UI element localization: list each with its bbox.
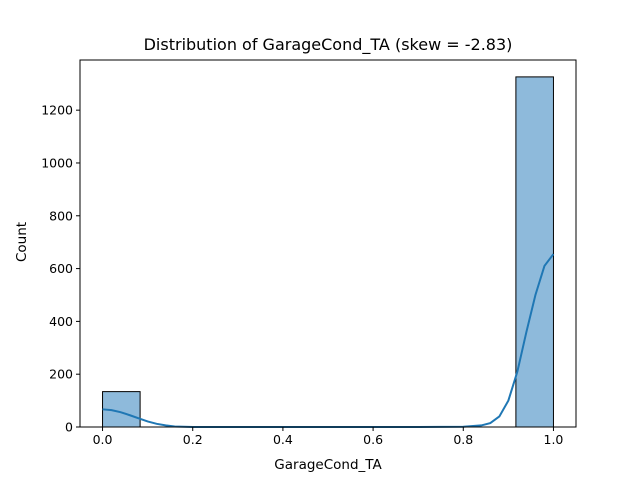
x-tick-label-1: 0.2 [183, 432, 203, 447]
y-tick-label-6: 1200 [41, 103, 73, 118]
x-tick-label-2: 0.4 [273, 432, 293, 447]
plot-axes [79, 59, 577, 428]
y-tick-label-2: 400 [49, 314, 73, 329]
y-axis-label: Count [14, 222, 30, 262]
y-tick-label-5: 1000 [41, 155, 73, 170]
x-tick-label-3: 0.6 [363, 432, 383, 447]
x-axis-ticks: 0.0 0.2 0.4 0.6 0.8 1.0 [93, 427, 564, 447]
y-tick-label-1: 200 [49, 367, 73, 382]
x-tick-label-0: 0.0 [93, 432, 113, 447]
y-tick-label-0: 0 [65, 420, 73, 435]
y-tick-label-4: 800 [49, 208, 73, 223]
kde-curve [102, 253, 555, 428]
y-tick-label-3: 600 [49, 261, 73, 276]
chart-title: Distribution of GarageCond_TA (skew = -2… [144, 35, 513, 55]
x-tick-label-4: 0.8 [453, 432, 473, 447]
x-axis-label: GarageCond_TA [274, 457, 382, 473]
x-tick-label-5: 1.0 [544, 432, 564, 447]
plot-frame [79, 59, 577, 428]
histogram-bars [102, 76, 554, 428]
y-axis-ticks: 0 200 400 600 800 1000 1200 [41, 103, 80, 435]
histogram-bar-1 [515, 76, 554, 428]
